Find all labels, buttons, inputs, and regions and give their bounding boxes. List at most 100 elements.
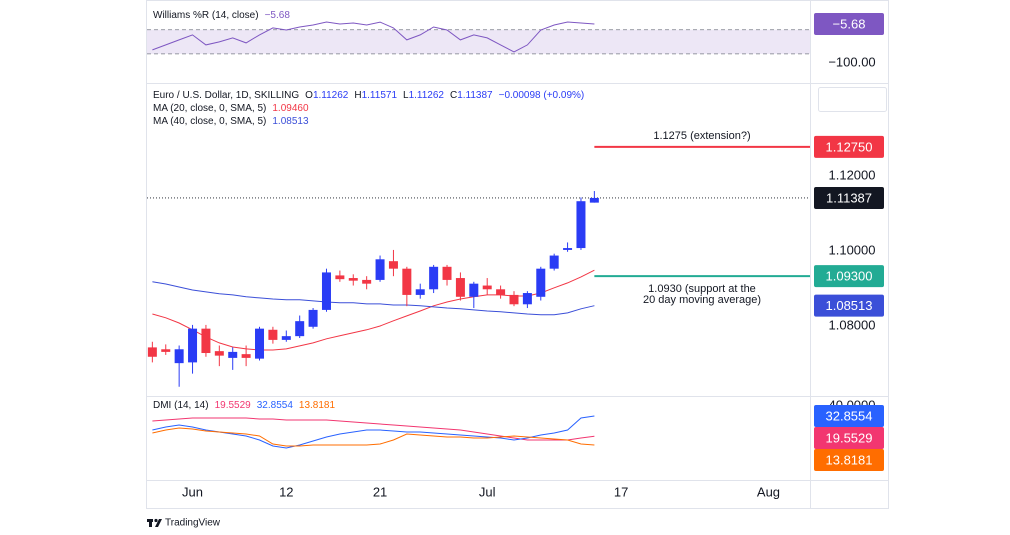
symbol-title: Euro / U.S. Dollar, 1D, SKILLING: [153, 90, 299, 101]
annotation-text: 20 day moving average): [643, 294, 761, 306]
chart-frame: [146, 0, 889, 509]
candle: [308, 308, 318, 329]
y-tick-label: 1.12000: [829, 167, 876, 182]
indicator-title: DMI (14, 14): [153, 400, 209, 411]
level-band: [147, 29, 810, 54]
logo-part: [155, 519, 162, 527]
price-tag-text: −5.68: [833, 16, 866, 31]
price-tag-box: [814, 12, 884, 35]
candle-body: [348, 278, 358, 281]
price-tag-box: [814, 265, 884, 288]
candle-body: [308, 309, 318, 327]
price-tag-box: [814, 427, 884, 450]
candle: [455, 272, 465, 301]
candle: [214, 345, 224, 367]
candle: [321, 268, 331, 312]
moving-average: [152, 269, 595, 351]
price-tag-text: 13.8181: [826, 452, 873, 467]
x-tick-label: 17: [614, 484, 628, 499]
indicator-value: 13.8181: [299, 400, 336, 411]
price-tag-text: 1.11387: [826, 190, 872, 205]
candle: [188, 324, 198, 374]
indicator-line: [152, 21, 595, 53]
x-tick-label: 21: [373, 484, 387, 499]
x-tick-label: Jul: [479, 484, 496, 499]
candle-body: [509, 294, 519, 305]
candle: [496, 285, 506, 299]
candle-body: [536, 268, 546, 297]
candle: [482, 278, 492, 295]
candle: [174, 345, 184, 387]
candle: [522, 291, 532, 309]
indicator-value: 32.8554: [257, 400, 294, 411]
legend: MA (20, close, 0, SMA, 5) 1.09460: [153, 103, 309, 114]
candle-body: [161, 349, 171, 352]
candle-body: [321, 272, 331, 310]
ma-title: MA (20, close, 0, SMA, 5): [153, 103, 266, 114]
annotation-text: 1.0930 (support at the: [648, 283, 756, 295]
candle-body: [415, 289, 425, 295]
candle-body: [375, 259, 385, 280]
candle-body: [589, 197, 599, 203]
candle-body: [442, 266, 452, 280]
annotation-text: 1.1275 (extension?): [653, 130, 750, 142]
candle: [576, 197, 586, 250]
ohlc-value: 1.11262: [313, 90, 349, 101]
candle: [469, 281, 479, 309]
ohlc-value: 1.11387: [457, 90, 493, 101]
price-tag: 1.08513: [814, 294, 884, 317]
candle: [362, 276, 372, 290]
candle: [147, 341, 157, 363]
candle: [563, 242, 573, 252]
candle-body: [522, 293, 532, 305]
candle-body: [549, 255, 559, 269]
ma-value: 1.08513: [272, 116, 309, 127]
footer-text: TradingView: [165, 518, 221, 529]
candle-body: [281, 336, 291, 340]
candle: [241, 345, 251, 367]
candle: [442, 264, 452, 286]
ohlc-value: 1.11262: [409, 90, 445, 101]
candle: [281, 330, 291, 342]
price-tag-text: 32.8554: [826, 408, 873, 423]
candle-body: [388, 261, 398, 269]
ma-value: 1.09460: [272, 103, 309, 114]
candle-body: [188, 328, 198, 363]
candle-body: [255, 328, 265, 359]
candle: [589, 191, 599, 203]
footer-logo: [147, 518, 162, 527]
price-tag: 1.12750: [814, 135, 884, 158]
candle-body: [469, 283, 479, 297]
candle-body: [295, 321, 305, 337]
legend: Euro / U.S. Dollar, 1D, SKILLING O1.11262…: [153, 90, 584, 101]
legend: MA (40, close, 0, SMA, 5) 1.08513: [153, 116, 309, 127]
candle: [536, 266, 546, 301]
y-tick-label: 1.10000: [829, 242, 876, 257]
price-tag-box: [814, 186, 884, 209]
ohlc-value: 1.11571: [362, 90, 398, 101]
x-tick-label: Jun: [182, 484, 203, 499]
candle-body: [576, 201, 586, 249]
x-axis: Jun 12 21 Jul 17 Aug: [182, 484, 780, 499]
candle: [429, 264, 439, 294]
candle: [335, 270, 345, 282]
scale-button[interactable]: [818, 87, 887, 112]
candle-body: [563, 248, 573, 250]
candle-body: [268, 329, 278, 340]
candle: [415, 283, 425, 299]
price-tag-box: [814, 405, 884, 428]
x-tick-label: Aug: [757, 484, 780, 499]
price-tag-text: 19.5529: [826, 430, 873, 445]
moving-average: [152, 281, 595, 316]
ohlc-label: O: [305, 90, 313, 101]
candle: [295, 315, 305, 339]
ohlc-label: L: [403, 90, 409, 101]
indicator-value: −5.68: [265, 10, 291, 21]
ma-title: MA (40, close, 0, SMA, 5): [153, 116, 266, 127]
indicator-line: [152, 427, 595, 447]
price-tag-text: 1.12750: [826, 139, 873, 154]
price-tag: 13.8181: [814, 449, 884, 472]
candle-body: [402, 268, 412, 295]
candle-body: [496, 289, 506, 295]
